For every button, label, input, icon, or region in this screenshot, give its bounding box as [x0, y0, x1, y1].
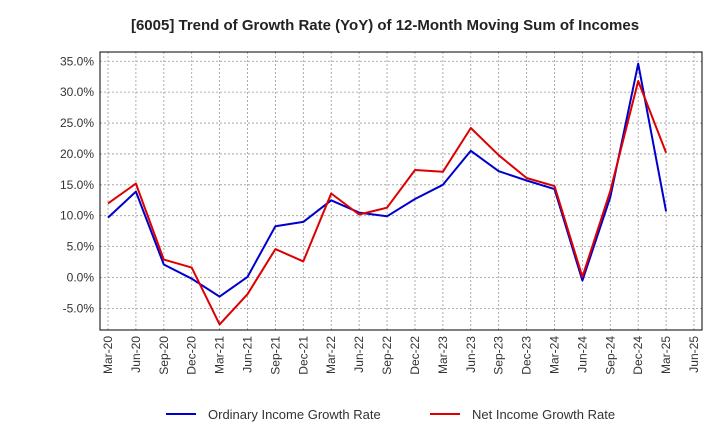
y-tick-label: 5.0% [67, 240, 95, 254]
x-tick-label: Jun-20 [129, 336, 143, 373]
x-tick-label: Mar-24 [547, 336, 561, 374]
x-tick-label: Jun-25 [687, 336, 701, 373]
x-tick-label: Jun-22 [352, 336, 366, 373]
x-tick-label: Sep-21 [268, 336, 282, 375]
y-tick-label: 30.0% [60, 85, 94, 99]
x-tick-label: Jun-24 [575, 336, 589, 373]
x-tick-label: Dec-23 [520, 336, 534, 375]
y-axis: 35.0% 30.0% 25.0% 20.0% 15.0% 10.0% 5.0% 0.0% -5… [60, 54, 94, 315]
x-tick-label: Dec-20 [185, 336, 199, 375]
x-tick-label: Sep-24 [603, 336, 617, 375]
x-tick-label: Mar-23 [436, 336, 450, 374]
y-tick-label: 25.0% [60, 116, 94, 130]
x-tick-label: Mar-22 [324, 336, 338, 374]
y-tick-label: 35.0% [60, 54, 94, 68]
x-tick-label: Sep-22 [380, 336, 394, 375]
y-tick-label: 10.0% [60, 209, 94, 223]
x-tick-label: Mar-20 [101, 336, 115, 374]
x-tick-label: Mar-25 [659, 336, 673, 374]
x-axis: Mar-20 Jun-20 Sep-20 Dec-20 Mar-21 Jun-21 Sep-… [101, 336, 701, 375]
grid [100, 52, 702, 330]
y-tick-label: -5.0% [63, 301, 95, 315]
legend-label-2: Net Income Growth Rate [472, 407, 615, 422]
x-tick-label: Jun-21 [241, 336, 255, 373]
y-tick-label: 15.0% [60, 178, 94, 192]
y-tick-label: 0.0% [67, 270, 95, 284]
series-line-2 [107, 80, 668, 326]
chart-title: [6005] Trend of Growth Rate (YoY) of 12-… [131, 17, 639, 34]
x-tick-label: Mar-21 [213, 336, 227, 374]
x-tick-label: Sep-23 [492, 336, 506, 375]
y-tick-label: 20.0% [60, 147, 94, 161]
legend-label-1: Ordinary Income Growth Rate [208, 407, 381, 422]
x-tick-label: Jun-23 [464, 336, 478, 373]
x-tick-label: Dec-24 [631, 336, 645, 375]
x-tick-label: Sep-20 [157, 336, 171, 375]
x-tick-label: Dec-22 [408, 336, 422, 375]
series-group [107, 62, 668, 326]
plot-area [99, 51, 703, 331]
legend: Ordinary Income Growth Rate Net Income Gr… [166, 407, 615, 422]
x-tick-label: Dec-21 [296, 336, 310, 375]
